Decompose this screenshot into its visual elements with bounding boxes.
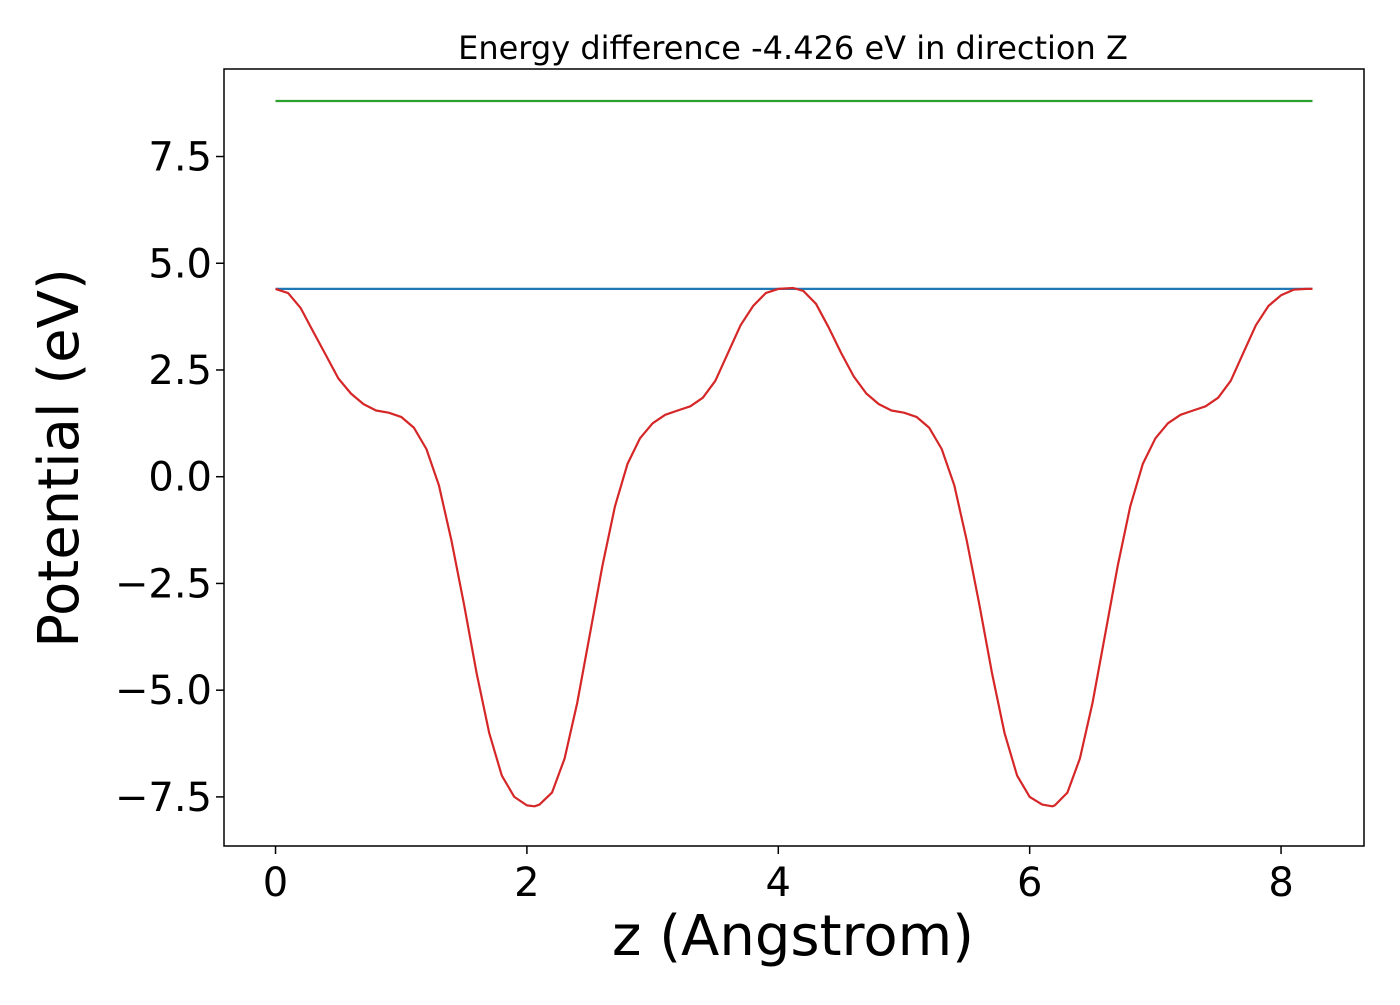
x-tick-label: 2 [514, 860, 539, 906]
chart-title: Energy difference -4.426 eV in direction… [458, 29, 1128, 67]
y-tick-label: −5.0 [115, 668, 212, 714]
plot-frame [223, 68, 1365, 847]
y-axis-label: Potential (eV) [27, 268, 92, 648]
y-tick-label: 0.0 [148, 455, 212, 501]
x-tick-label: 4 [766, 860, 791, 906]
y-tick-label: 2.5 [148, 348, 212, 394]
x-tick-label: 6 [1017, 860, 1042, 906]
x-tick-label: 0 [263, 860, 288, 906]
y-axis: −7.5 −5.0 −2.5 0.0 2.5 5.0 7.5 [115, 135, 224, 821]
x-axis: 0 2 4 6 8 [263, 846, 1294, 906]
y-tick-label: 7.5 [148, 135, 212, 181]
y-tick-label: −2.5 [115, 561, 212, 607]
y-tick-label: −7.5 [115, 775, 212, 821]
x-axis-label: z (Angstrom) [612, 904, 974, 969]
x-tick-label: 8 [1268, 860, 1293, 906]
series-line-3 [275, 286, 1313, 808]
plot-area [275, 99, 1313, 808]
y-tick-label: 5.0 [148, 241, 212, 287]
